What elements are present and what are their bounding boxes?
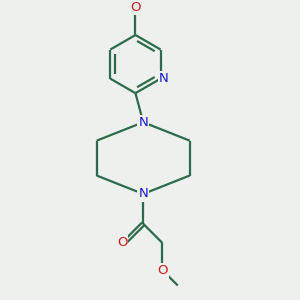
Text: O: O (130, 2, 141, 14)
Text: O: O (157, 264, 168, 277)
Text: O: O (117, 236, 127, 250)
Text: N: N (138, 116, 148, 129)
Text: N: N (159, 72, 168, 85)
Text: N: N (138, 188, 148, 200)
